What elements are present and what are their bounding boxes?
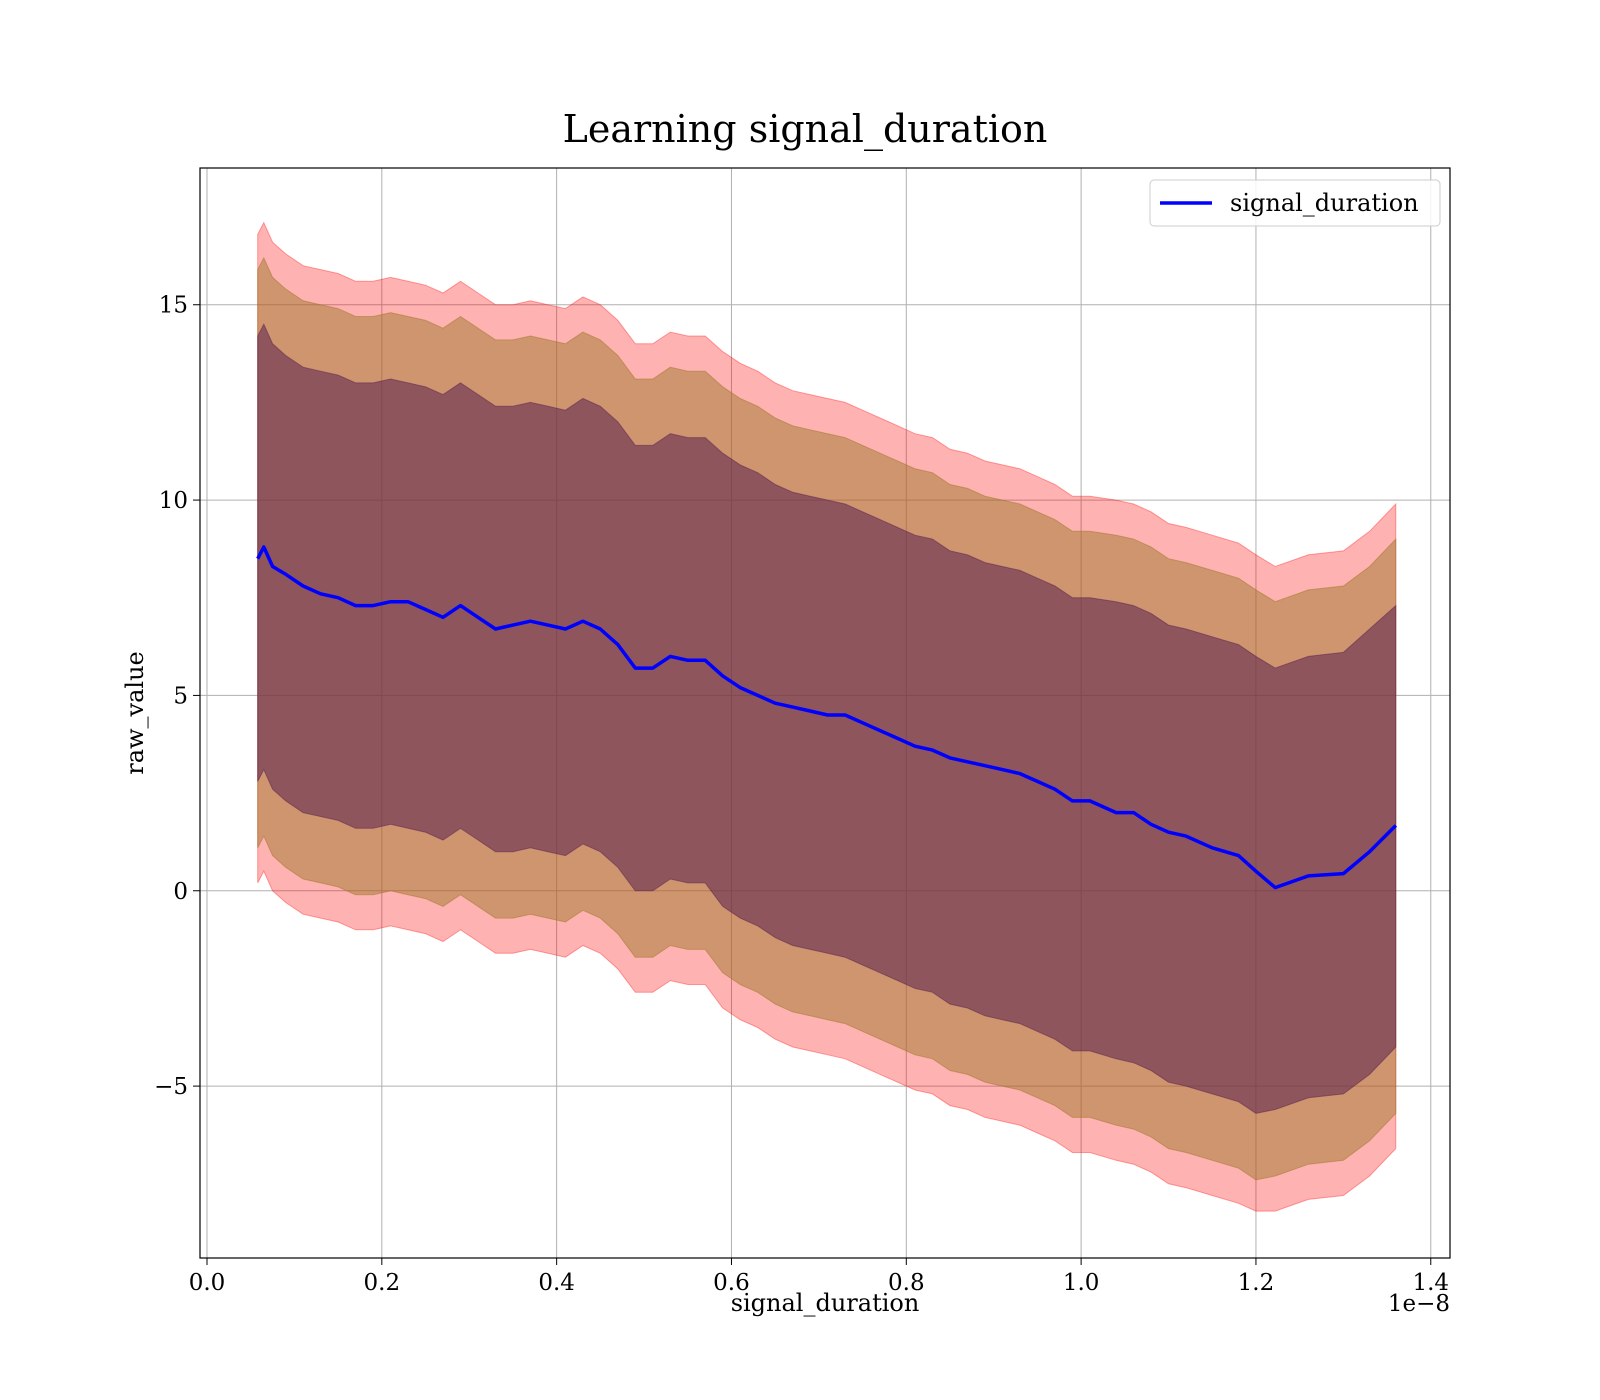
x-tick-label: 0.4: [538, 1270, 575, 1296]
x-tick-label: 0.0: [189, 1270, 226, 1296]
y-tick-label: −5: [154, 1074, 188, 1100]
x-offset-label: 1e−8: [1388, 1291, 1450, 1317]
legend-box: [1149, 179, 1441, 227]
x-tick-label: 0.8: [888, 1270, 925, 1296]
mean-line: [256, 545, 1398, 890]
chart-title: Learning signal_duration: [563, 107, 1048, 152]
x-tick-label: 1.4: [1412, 1270, 1449, 1296]
x-tick-label: 0.6: [713, 1270, 750, 1296]
y-tick-label: 15: [159, 293, 188, 319]
plot-frame: [199, 167, 1451, 1259]
band-inner: [257, 323, 1397, 1114]
x-tick-label: 1.0: [1063, 1270, 1100, 1296]
x-axis: 0.0 0.2 0.4 0.6 0.8 1.0 1.2 1.4: [189, 1258, 1449, 1296]
x-tick-label: 0.2: [364, 1270, 401, 1296]
y-axis: 15 10 5 0 −5: [154, 293, 200, 1100]
mean-series: [256, 545, 1398, 890]
bands: [257, 221, 1397, 1212]
legend: signal_duration: [1149, 179, 1441, 227]
x-axis-label: signal_duration: [731, 1289, 920, 1317]
y-tick-label: 5: [173, 683, 188, 709]
legend-label: signal_duration: [1230, 189, 1419, 217]
y-axis-label: raw_value: [121, 651, 149, 775]
y-tick-label: 10: [159, 488, 188, 514]
y-tick-label: 0: [173, 879, 188, 905]
x-tick-label: 1.2: [1238, 1270, 1275, 1296]
